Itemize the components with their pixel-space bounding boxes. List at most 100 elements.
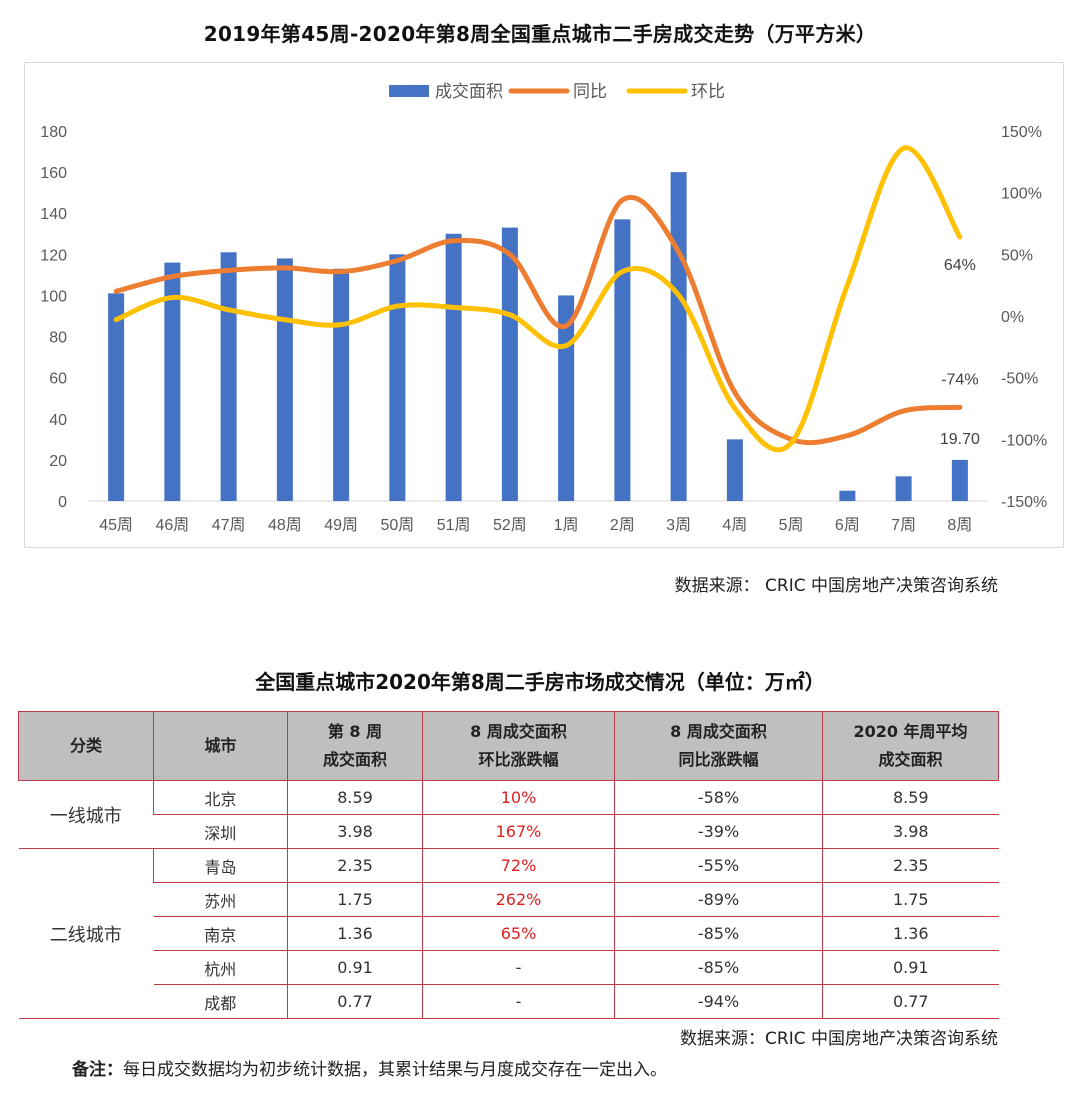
x-axis-tick: 48周: [268, 517, 302, 534]
city-cell: 苏州: [153, 882, 288, 917]
yoy-cell: -89%: [614, 882, 823, 917]
city-cell: 成都: [153, 984, 288, 1019]
x-axis-tick: 3周: [666, 517, 691, 534]
left-axis-tick: 120: [40, 247, 67, 264]
legend-label-huanbi: 环比: [691, 82, 725, 101]
table-header-0: 分类: [18, 711, 154, 781]
left-axis-tick: 100: [40, 288, 67, 305]
right-axis-tick: -100%: [1001, 432, 1047, 449]
header-line: 8 周成交面积: [670, 722, 767, 741]
annotation-area-8w: 19.70: [940, 431, 980, 448]
left-axis-tick: 160: [40, 165, 67, 182]
table-header-row: 分类 城市第 8 周成交面积 8 周成交面积 环比涨跌幅 8 周成交面积 同比涨跌幅 202…: [18, 711, 999, 781]
bar-area-2周: [614, 219, 631, 501]
right-axis-tick: -150%: [1001, 494, 1047, 511]
table-row: 深圳 3.98 167% -39% 3.98: [19, 814, 999, 849]
x-axis-tick: 1周: [554, 517, 579, 534]
yoy-cell: -58%: [614, 780, 823, 815]
city-cell: 北京: [153, 780, 288, 815]
header-line: 环比涨跌幅: [478, 750, 559, 769]
x-axis-tick: 50周: [380, 517, 414, 534]
mom-cell: 167%: [422, 814, 615, 849]
left-axis-tick: 40: [49, 412, 67, 429]
chart-title: 2019年第45周-2020年第8周全国重点城市二手房成交走势（万平方米）: [203, 22, 877, 46]
area-cell: 0.91: [287, 950, 423, 985]
right-axis-tick: 0%: [1001, 309, 1024, 326]
city-cell: 深圳: [153, 814, 288, 849]
table-header-3: 8 周成交面积 环比涨跌幅: [422, 711, 615, 781]
bar-area-46周: [164, 262, 181, 501]
table-row: 苏州 1.75 262% -89% 1.75: [19, 882, 999, 917]
left-axis-tick: 0: [58, 494, 67, 511]
area-cell: 0.77: [287, 984, 423, 1019]
legend-label-area: 成交面积: [435, 82, 503, 101]
table-row: 杭州 0.91- -85% 0.91: [19, 950, 999, 985]
table-row: 南京 1.36 65% -85% 1.36: [19, 916, 999, 951]
bar-area-7周: [895, 476, 912, 501]
mom-cell: -: [422, 950, 615, 985]
bar-area-45周: [108, 293, 125, 501]
x-axis-tick: 6周: [835, 517, 860, 534]
yoy-cell: -55%: [614, 848, 823, 883]
left-axis-tick: 180: [40, 124, 67, 141]
bar-area-48周: [276, 258, 293, 501]
bar-area-6周: [839, 490, 856, 501]
left-axis-tick: 60: [49, 371, 67, 388]
x-axis-tick: 5周: [779, 517, 804, 534]
bar-area-49周: [333, 268, 350, 501]
transaction-table: 分类 城市第 8 周成交面积 8 周成交面积 环比涨跌幅 8 周成交面积 同比涨跌幅 202…: [18, 711, 999, 1019]
x-axis-tick: 7周: [891, 517, 916, 534]
yoy-cell: -94%: [614, 984, 823, 1019]
category-cell: 一线城市: [18, 780, 154, 849]
header-line: 同比涨跌幅: [678, 750, 759, 769]
right-axis-tick: -50%: [1001, 371, 1038, 388]
annotation-huanbi-8w: 64%: [944, 257, 976, 274]
city-cell: 杭州: [153, 950, 288, 985]
category-cell: 二线城市: [18, 848, 154, 1019]
bar-area-52周: [501, 227, 518, 501]
city-cell: 青岛: [153, 848, 288, 883]
area-cell: 1.36: [287, 916, 423, 951]
table-row: 成都 0.77- -94% 0.77: [19, 984, 999, 1019]
left-axis-tick: 80: [49, 330, 67, 347]
city-cell: 南京: [153, 916, 288, 951]
table-header-4: 8 周成交面积 同比涨跌幅: [614, 711, 823, 781]
x-axis-tick: 47周: [212, 517, 246, 534]
area-cell: 2.35: [287, 848, 423, 883]
left-axis-tick: 20: [49, 453, 67, 470]
mom-cell: -: [422, 984, 615, 1019]
left-axis-tick: 140: [40, 206, 67, 223]
note-label: 备注：: [72, 1060, 123, 1080]
annotation-tongbi-8w: -74%: [941, 371, 978, 388]
header-line: 成交面积: [322, 750, 387, 769]
x-axis-tick: 46周: [155, 517, 189, 534]
chart-frame: 0 20 40 60 80 100 120 140 160 180 -150% -100% -50% 0%…: [24, 62, 1064, 548]
header-line: 8 周成交面积: [470, 722, 567, 741]
table-header-2: 第 8 周成交面积: [287, 711, 423, 781]
x-axis-tick: 2周: [610, 517, 635, 534]
note: 备注：每日成交数据均为初步统计数据，其累计结果与月度成交存在一定出入。: [72, 1055, 667, 1080]
line-同比: [113, 195, 963, 446]
chart-source: 数据来源： CRIC 中国房地产决策咨询系统: [674, 576, 998, 596]
header-line: 第 8 周: [327, 722, 383, 741]
x-axis-tick: 49周: [324, 517, 358, 534]
table-row: 一线城市 北京 8.59 10% -58% 8.59: [18, 780, 999, 849]
mom-cell: 262%: [422, 882, 615, 917]
avg-cell: 2.35: [822, 848, 999, 883]
bar-area-3周: [670, 172, 687, 501]
area-cell: 3.98: [287, 814, 423, 849]
table-title: 全国重点城市2020年第8周二手房市场成交情况（单位：万㎡）: [255, 670, 825, 694]
x-axis-tick: 52周: [493, 517, 527, 534]
avg-cell: 8.59: [822, 780, 999, 815]
bar-area-50周: [389, 254, 406, 501]
table-header-1: 城市: [153, 711, 288, 781]
bar-area-8周: [951, 459, 968, 501]
yoy-cell: -39%: [614, 814, 823, 849]
yoy-cell: -85%: [614, 916, 823, 951]
mom-cell: 10%: [422, 780, 615, 815]
combo-chart: 0 20 40 60 80 100 120 140 160 180 -150% -100% -50% 0%…: [40, 82, 1047, 534]
right-axis-tick: 100%: [1001, 186, 1042, 203]
x-axis-tick: 8周: [947, 517, 972, 534]
area-cell: 8.59: [287, 780, 423, 815]
header-line: 城市: [204, 736, 237, 755]
